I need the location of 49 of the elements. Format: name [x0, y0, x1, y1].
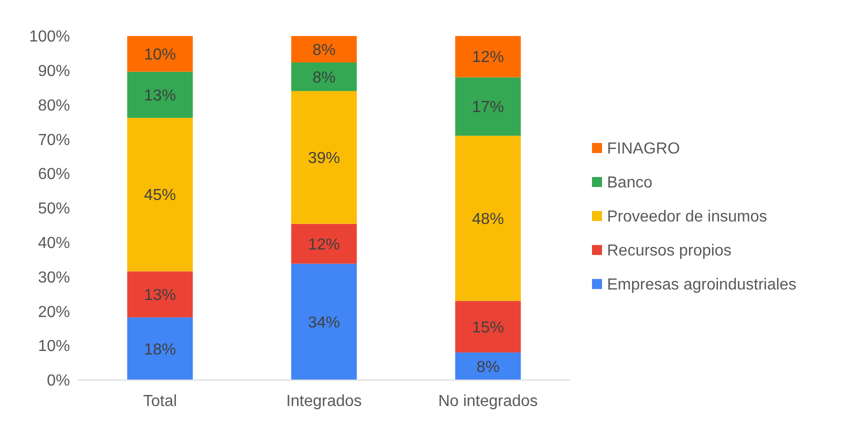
data-label: 8% [476, 358, 500, 376]
data-label: 12% [472, 49, 504, 66]
y-tick-label: 50% [38, 200, 70, 218]
data-label: 45% [144, 187, 176, 204]
bar [127, 36, 193, 72]
data-label: 8% [312, 69, 336, 86]
data-label: 10% [144, 46, 176, 64]
x-tick-label: Integrados [286, 393, 362, 410]
bar [127, 271, 193, 318]
data-label: 13% [144, 286, 176, 304]
bar [127, 317, 193, 380]
legend-label: Recursos propios [607, 242, 732, 260]
data-label: 34% [308, 314, 340, 332]
data-label: 8% [312, 42, 336, 59]
y-tick-label: 60% [38, 166, 70, 184]
bar [291, 264, 357, 380]
y-tick-label: 0% [46, 372, 70, 390]
data-label: 13% [144, 87, 176, 104]
bar [455, 352, 521, 380]
x-tick-label: No integrados [438, 393, 538, 410]
bar [455, 300, 521, 352]
bar [455, 77, 521, 136]
data-label: 18% [144, 341, 176, 358]
bar [291, 224, 357, 264]
bar [291, 36, 357, 62]
legend-label: FINAGRO [607, 140, 680, 158]
y-tick-label: 70% [38, 132, 70, 149]
bar [291, 62, 357, 92]
data-label: 39% [308, 150, 340, 168]
data-label: 17% [472, 99, 504, 116]
bar [127, 72, 193, 118]
legend-label: Proveedor de insumos [607, 208, 768, 226]
y-tick-label: 100% [29, 28, 70, 46]
y-tick-label: 40% [38, 235, 70, 252]
data-label: 15% [472, 319, 504, 336]
bar [455, 36, 521, 78]
legend-label: Empresas agroindustriales [607, 276, 796, 294]
x-tick-label: Total [143, 393, 177, 410]
bar [127, 118, 193, 272]
legend-label: Banco [607, 174, 652, 192]
y-tick-label: 10% [38, 338, 70, 356]
y-tick-label: 80% [38, 97, 70, 114]
bar [291, 91, 357, 224]
data-label: 12% [308, 236, 340, 254]
y-tick-label: 30% [38, 269, 70, 286]
y-tick-label: 20% [38, 304, 70, 321]
bar [455, 136, 521, 301]
data-label: 48% [472, 210, 504, 228]
y-tick-label: 90% [38, 63, 70, 80]
